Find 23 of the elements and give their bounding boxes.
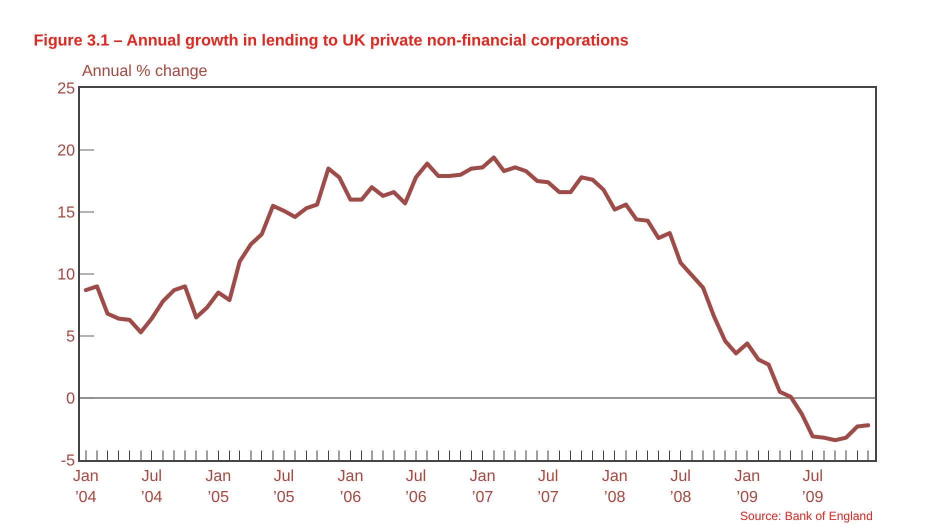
y-tick-label: 0 bbox=[66, 390, 76, 408]
chart-title: Figure 3.1 – Annual growth in lending to UK private non-financial corporations bbox=[34, 32, 629, 50]
x-tick-label: Jul ’08 bbox=[670, 468, 692, 506]
x-tick-label: Jan ’08 bbox=[602, 468, 628, 506]
y-tick-label: -5 bbox=[60, 452, 76, 470]
x-tick-label: Jan ’09 bbox=[734, 468, 760, 506]
x-tick-label: Jan ’06 bbox=[338, 468, 364, 506]
x-tick-label: Jul ’04 bbox=[141, 468, 162, 506]
x-tick-label: Jan ’07 bbox=[470, 468, 496, 506]
source-note: Source: Bank of England bbox=[740, 509, 873, 523]
y-tick-label: 15 bbox=[57, 204, 76, 222]
x-tick-label: Jul ’06 bbox=[405, 468, 427, 506]
y-tick-label: 5 bbox=[66, 328, 76, 346]
line-series bbox=[84, 155, 870, 442]
y-tick-label: 10 bbox=[57, 266, 76, 284]
y-tick-label: 20 bbox=[57, 142, 76, 160]
y-tick-label: 25 bbox=[57, 80, 76, 98]
x-tick-label: Jul ’07 bbox=[537, 468, 559, 506]
x-tick-label: Jan ’05 bbox=[205, 468, 232, 506]
x-tick-label: Jul ’09 bbox=[802, 468, 824, 506]
x-tick-label: Jul ’05 bbox=[273, 468, 295, 506]
y-axis-title: Annual % change bbox=[82, 63, 208, 80]
x-tick-label: Jan ’04 bbox=[72, 468, 99, 506]
